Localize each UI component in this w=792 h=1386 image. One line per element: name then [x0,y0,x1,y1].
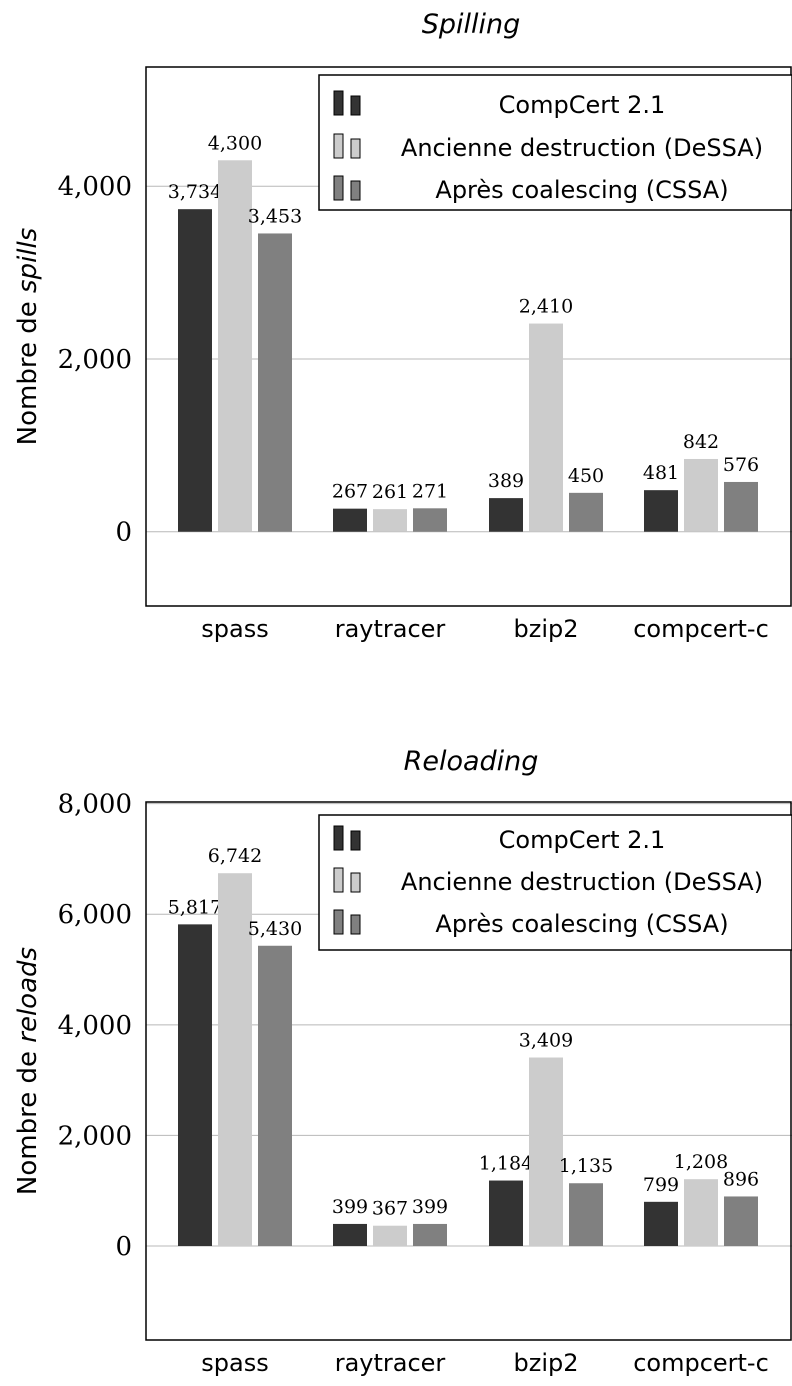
chart-1: Spilling 0 2,000 4,000 3,734 267 389 481 4,300 26… [13,9,792,643]
data-label: 481 [643,462,679,484]
data-label: 1,184 [479,1153,533,1175]
bar-bzip2-s3 [569,1183,603,1247]
data-label: 799 [643,1174,679,1196]
data-label: 3,409 [519,1030,573,1052]
y-tick-label: 0 [115,1232,132,1262]
legend: CompCert 2.1 Ancienne destruction (DeSSA)… [318,74,792,211]
x-tick-label: bzip2 [513,1349,578,1377]
data-label: 3,734 [168,181,222,203]
bar-raytracer-s3 [413,1223,447,1247]
bar-compcert-c-s3 [724,481,758,532]
legend-entry: Après coalescing (CSSA) [435,910,728,938]
bar-bzip2-s1 [489,1180,523,1247]
data-label: 576 [723,454,759,476]
legend-entry: CompCert 2.1 [499,826,666,854]
data-label: 399 [412,1196,448,1218]
y-tick-label: 6,000 [58,900,132,930]
y-tick-label: 8,000 [58,790,132,820]
legend-entry: CompCert 2.1 [499,91,666,119]
data-label: 450 [568,465,604,487]
legend-box [318,814,792,951]
y-tick-label: 2,000 [58,1121,132,1151]
bar-compcert-c-s1 [644,490,678,532]
bar-compcert-c-s3 [724,1196,758,1247]
data-label: 4,300 [208,132,262,154]
plot-frame [145,66,792,607]
x-tick-label: raytracer [335,615,446,643]
x-tick-label: compcert-c [633,615,769,643]
bar-bzip2-s2 [529,323,563,532]
bar-spass-s2 [218,160,252,532]
x-tick-label: spass [201,615,268,643]
y-axis-label: Nombre de reloads [13,947,43,1195]
legend-swatch [333,90,361,116]
bar-raytracer-s2 [373,509,407,532]
data-label: 271 [412,480,448,502]
data-label: 1,135 [559,1155,613,1177]
legend: CompCert 2.1 Ancienne destruction (DeSSA)… [318,814,792,951]
bar-compcert-c-s2 [684,458,718,532]
data-label: 896 [723,1168,759,1190]
bar-raytracer-s3 [413,508,447,532]
x-tick-label: raytracer [335,1349,446,1377]
data-label: 2,410 [519,296,573,318]
bar-spass-s3 [258,945,292,1247]
x-tick-label: bzip2 [513,615,578,643]
x-tick-label: spass [201,1349,268,1377]
legend-swatch [333,175,361,201]
legend-entry: Après coalescing (CSSA) [435,176,728,204]
legend-swatch [333,909,361,935]
data-label: 3,453 [248,205,302,227]
bar-raytracer-s1 [333,508,367,532]
data-label: 6,742 [208,845,262,867]
plot-frame [145,801,792,1341]
data-label: 5,817 [168,896,222,918]
legend-entry: Ancienne destruction (DeSSA) [401,134,763,162]
data-label: 399 [332,1196,368,1218]
bar-raytracer-s1 [333,1223,367,1247]
bar-bzip2-s1 [489,498,523,532]
bar-compcert-c-s2 [684,1179,718,1247]
data-label: 261 [372,481,408,503]
data-label: 389 [488,470,524,492]
bar-bzip2-s3 [569,492,603,532]
bar-compcert-c-s1 [644,1201,678,1247]
legend-swatch [333,825,361,851]
data-label: 1,208 [674,1151,728,1173]
bar-spass-s1 [178,924,212,1247]
bar-raytracer-s2 [373,1225,407,1247]
legend-swatch [333,133,361,159]
y-axis-label: Nombre de spills [13,228,43,446]
legend-entry: Ancienne destruction (DeSSA) [401,868,763,896]
data-label: 5,430 [248,918,302,940]
y-tick-label: 2,000 [58,345,132,375]
data-label: 267 [332,481,368,503]
data-label: 367 [372,1198,408,1220]
bar-spass-s3 [258,233,292,532]
data-label: 842 [683,431,719,453]
chart-title: Reloading [404,746,539,777]
chart-title: Spilling [422,9,521,40]
bar-spass-s1 [178,209,212,532]
bar-spass-s2 [218,873,252,1247]
y-tick-label: 0 [115,518,132,548]
legend-box [318,74,792,211]
bar-bzip2-s2 [529,1057,563,1247]
y-tick-label: 4,000 [58,172,132,202]
y-tick-label: 4,000 [58,1011,132,1041]
legend-swatch [333,867,361,893]
x-tick-label: compcert-c [633,1349,769,1377]
chart-2: Reloading 0 2,000 4,000 6,000 8,000 5,817 399 1,… [13,746,792,1377]
